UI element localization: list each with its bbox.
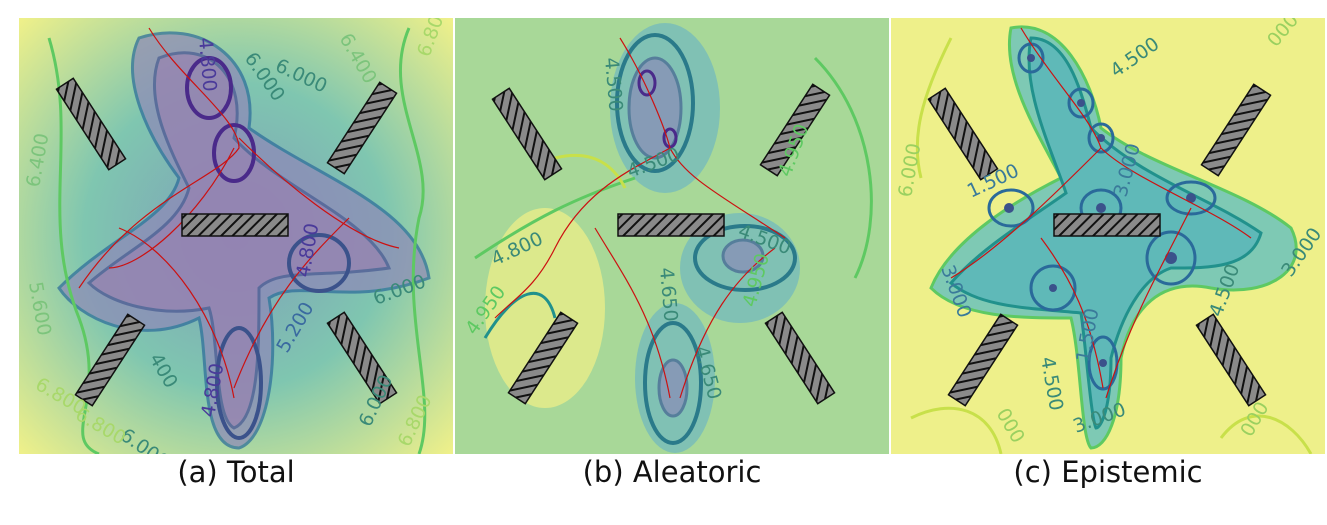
contour-ring xyxy=(215,326,263,440)
heatmap-blob xyxy=(485,208,605,408)
contour-line xyxy=(1219,414,1313,454)
obstacle xyxy=(759,83,831,177)
trajectories xyxy=(494,37,786,399)
contour-line xyxy=(398,27,427,454)
contour-ring xyxy=(1145,230,1197,286)
contour-label: 4.500 xyxy=(600,57,627,113)
obstacle xyxy=(1195,313,1267,407)
panel-total: 6.000 6.000 6.400 6.400 6.800 6.800 6.80… xyxy=(19,18,453,454)
obstacle xyxy=(927,87,999,181)
contour-line xyxy=(915,37,953,179)
trajectories xyxy=(950,27,1252,399)
panel-epistemic: 4.500 4.500 4.500 6.000 3.000 3.000 3.00… xyxy=(891,18,1325,454)
contour-ring xyxy=(287,233,351,293)
panel-aleatoric: 4.800 4.950 4.500 4.500 4.500 4.650 4.65… xyxy=(455,18,889,454)
epistemic-uncertainty-plot: 4.500 4.500 4.500 6.000 3.000 3.000 3.00… xyxy=(891,18,1325,454)
contour-ring xyxy=(1067,87,1095,119)
contour-ring xyxy=(1087,335,1119,391)
obstacle xyxy=(947,313,1019,407)
contour-ring xyxy=(643,321,703,445)
obstacle-center xyxy=(1053,213,1161,237)
contour-ring xyxy=(657,358,689,418)
obstacle xyxy=(326,81,398,175)
contour-ring xyxy=(1029,264,1077,312)
contour-ring xyxy=(185,56,233,120)
obstacle xyxy=(764,311,836,405)
contour-ring xyxy=(1165,180,1217,216)
contour-ring xyxy=(987,188,1035,228)
contour-ring xyxy=(637,69,657,97)
contour-line xyxy=(554,153,627,189)
total-uncertainty-plot: 6.000 6.000 6.400 6.400 6.800 6.800 6.80… xyxy=(19,18,453,454)
contour-label: 4.650 xyxy=(655,267,682,323)
obstacle xyxy=(74,313,146,407)
low-uncertainty-points xyxy=(1004,54,1196,367)
caption-epistemic: (c) Epistemic xyxy=(1013,455,1203,489)
obstacle xyxy=(326,311,398,405)
obstacle-center xyxy=(181,213,289,237)
contour-ring xyxy=(693,224,797,292)
obstacle-center xyxy=(617,213,725,237)
caption-total: (a) Total xyxy=(177,455,295,489)
contour-line xyxy=(47,37,100,454)
contour-ring xyxy=(627,56,683,160)
obstacle xyxy=(491,87,563,181)
contour-line xyxy=(813,56,873,279)
obstacle xyxy=(55,77,127,171)
contour-line xyxy=(910,406,1003,454)
contour-line xyxy=(483,291,557,339)
caption-aleatoric: (b) Aleatoric xyxy=(582,455,762,489)
obstacle xyxy=(507,311,579,405)
contour-ring xyxy=(1087,122,1115,154)
contour-region xyxy=(86,51,392,430)
contour-label: 4.800 xyxy=(194,37,221,93)
contour-line xyxy=(474,176,636,260)
obstacle xyxy=(1200,83,1272,177)
contour-ring xyxy=(615,33,695,173)
contour-ring xyxy=(721,238,765,274)
aleatoric-uncertainty-plot: 4.800 4.950 4.500 4.500 4.500 4.650 4.65… xyxy=(455,18,889,454)
trajectories xyxy=(78,27,400,399)
